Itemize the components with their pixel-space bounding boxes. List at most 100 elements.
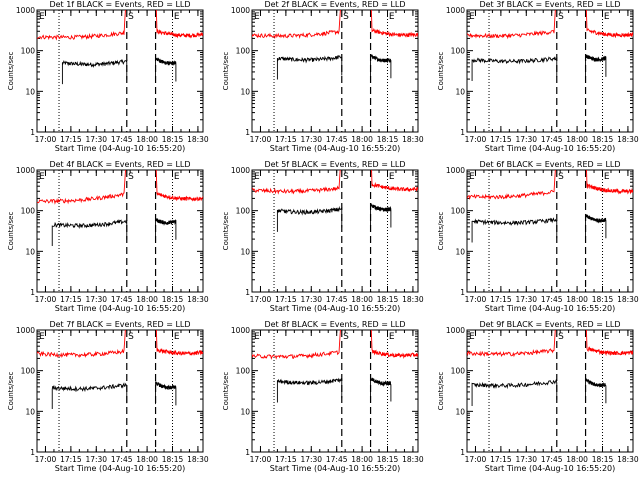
- plot-frame: [251, 9, 419, 133]
- x-tick-label: 18:00: [136, 135, 158, 144]
- panel-title: Det 3f BLACK = Events, RED = LLD: [479, 0, 620, 9]
- y-tick-label: 1000: [446, 166, 465, 175]
- events-series-line: [51, 219, 128, 247]
- x-tick-label: 18:15: [592, 455, 614, 464]
- x-tick-label: 17:30: [300, 135, 322, 144]
- x-tick-label: 18:15: [162, 295, 184, 304]
- panel-title: Det 8f BLACK = Events, RED = LLD: [264, 320, 405, 329]
- x-tick-label: 18:00: [351, 455, 373, 464]
- event-marker-label: E: [389, 172, 395, 182]
- event-marker-label: E: [254, 172, 260, 182]
- events-series-line: [585, 378, 607, 404]
- y-tick-label: 1000: [446, 6, 465, 15]
- events-series-line: [276, 54, 343, 80]
- event-marker-label: S: [343, 332, 349, 342]
- y-tick-label: 1: [245, 448, 250, 457]
- plot-frame: [36, 9, 204, 133]
- detector-panel-3: Det 3f BLACK = Events, RED = LLD 1 10 100 10…: [437, 0, 639, 153]
- y-tick-label: 1: [30, 448, 35, 457]
- event-marker-label: E: [389, 332, 395, 342]
- x-axis-label: Start Time (04-Aug-10 16:55:20): [55, 464, 186, 473]
- series-group: [467, 170, 633, 243]
- series-group: [467, 10, 633, 81]
- y-tick-label: 10: [240, 247, 250, 256]
- lld-series-line: [155, 330, 203, 357]
- x-tick-label: 18:00: [566, 295, 588, 304]
- x-tick-label: 18:30: [402, 455, 424, 464]
- x-tick-label: 18:30: [617, 455, 639, 464]
- lld-series-line: [585, 330, 633, 357]
- event-marker-label: E: [254, 332, 260, 342]
- x-axis-label: Start Time (04-Aug-10 16:55:20): [485, 144, 616, 153]
- y-axis-label: Counts/sec: [437, 372, 445, 411]
- events-series-line: [155, 217, 177, 241]
- y-axis-label: Counts/sec: [222, 372, 230, 411]
- events-series-line: [61, 59, 128, 85]
- events-series-line: [155, 56, 177, 82]
- events-series-line: [370, 377, 392, 402]
- lld-series-line: [370, 330, 418, 360]
- lld-series-line: [371, 170, 418, 193]
- lld-series-line: [37, 170, 126, 205]
- detector-panel-2: Det 2f BLACK = Events, RED = LLD 1 10 100 10…: [222, 0, 424, 153]
- event-marker-label: S: [558, 332, 564, 342]
- x-tick-label: 17:00: [35, 135, 57, 144]
- plot-frame: [251, 169, 419, 293]
- y-tick-label: 1000: [16, 6, 35, 15]
- lld-series-line: [155, 170, 203, 202]
- event-marker-label: E: [174, 332, 180, 342]
- x-tick-label: 17:45: [541, 135, 563, 144]
- x-tick-label: 17:45: [111, 135, 133, 144]
- events-series-line: [370, 203, 392, 228]
- event-marker-label: E: [254, 12, 260, 22]
- x-axis-label: Start Time (04-Aug-10 16:55:20): [270, 144, 401, 153]
- x-tick-label: 17:30: [85, 455, 107, 464]
- detector-panel-6: Det 6f BLACK = Events, RED = LLD 1 10 100 10…: [437, 160, 639, 313]
- lld-series-line: [467, 170, 556, 201]
- panel-title: Det 5f BLACK = Events, RED = LLD: [264, 160, 405, 169]
- x-tick-label: 18:30: [402, 135, 424, 144]
- lld-series-line: [252, 170, 341, 195]
- events-series-line: [585, 54, 607, 78]
- event-marker-label: E: [174, 172, 180, 182]
- x-tick-label: 17:00: [35, 455, 57, 464]
- x-tick-label: 18:00: [566, 455, 588, 464]
- x-tick-label: 17:15: [60, 295, 82, 304]
- x-tick-label: 18:15: [592, 135, 614, 144]
- y-tick-label: 10: [455, 247, 465, 256]
- detector-panel-4: Det 4f BLACK = Events, RED = LLD 1 10 100 10…: [7, 160, 209, 313]
- y-axis-label: Counts/sec: [437, 212, 445, 251]
- plot-frame: [251, 329, 419, 453]
- x-tick-label: 17:00: [465, 135, 487, 144]
- series-group: [467, 330, 633, 407]
- series-group: [37, 330, 203, 410]
- x-tick-label: 18:15: [377, 295, 399, 304]
- lld-series-line: [467, 330, 556, 358]
- y-tick-label: 1000: [231, 326, 250, 335]
- plot-frame: [466, 9, 634, 133]
- event-marker-label: S: [128, 332, 134, 342]
- x-axis-label: Start Time (04-Aug-10 16:55:20): [55, 144, 186, 153]
- x-tick-label: 17:15: [60, 135, 82, 144]
- y-tick-label: 10: [240, 407, 250, 416]
- events-series-line: [370, 54, 392, 79]
- x-axis-label: Start Time (04-Aug-10 16:55:20): [270, 464, 401, 473]
- detector-panel-1: Det 1f BLACK = Events, RED = LLD 1 10 100 10…: [7, 0, 209, 153]
- lld-series-line: [252, 10, 341, 40]
- y-tick-label: 10: [25, 247, 35, 256]
- y-tick-label: 1: [245, 128, 250, 137]
- x-tick-label: 17:00: [465, 455, 487, 464]
- event-marker-label: E: [469, 12, 475, 22]
- series-group: [252, 170, 418, 232]
- plot-frame: [466, 329, 634, 453]
- panel-title: Det 9f BLACK = Events, RED = LLD: [479, 320, 620, 329]
- events-series-line: [471, 56, 558, 81]
- y-tick-label: 1000: [16, 166, 35, 175]
- plot-frame: [36, 169, 204, 293]
- x-tick-label: 18:15: [162, 455, 184, 464]
- y-tick-label: 1: [30, 128, 35, 137]
- x-tick-label: 17:30: [300, 455, 322, 464]
- y-tick-label: 100: [451, 207, 466, 216]
- y-tick-label: 100: [236, 47, 251, 56]
